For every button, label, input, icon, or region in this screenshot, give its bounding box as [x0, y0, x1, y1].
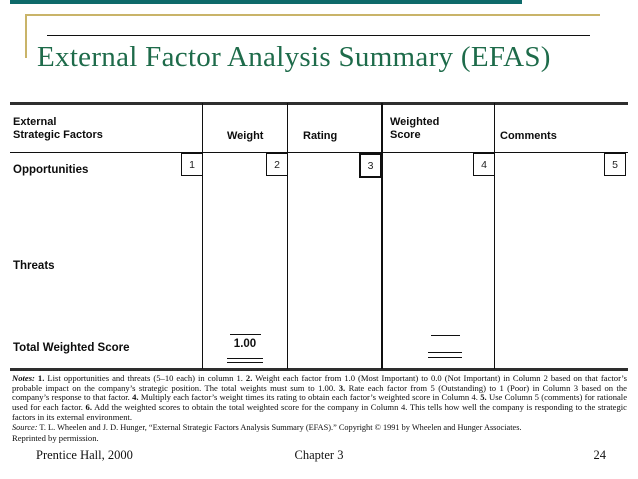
column-header-rating: Rating: [303, 130, 338, 142]
column-header-comments: Comments: [500, 130, 557, 142]
weight-total-underline-1: [227, 358, 263, 359]
column-number-box-2: 2: [266, 153, 288, 176]
footer-chapter: Chapter 3: [294, 448, 344, 462]
column-number-box-3: 3: [359, 153, 382, 178]
row-label-threats: Threats: [13, 260, 55, 272]
weighted-score-total-underline-1: [428, 352, 462, 353]
table-top-rule: [10, 102, 628, 105]
column-header-external-strategic-factors: External Strategic Factors: [13, 116, 103, 141]
title-overline-rule: [47, 35, 590, 36]
row-label-opportunities: Opportunities: [13, 164, 89, 176]
footer-page-number: 24: [593, 448, 607, 462]
footer-publisher: Prentice Hall, 2000: [36, 448, 133, 462]
column-divider-4: [494, 103, 495, 369]
weight-total-overline: [230, 334, 261, 335]
table-bottom-rule: [10, 368, 628, 371]
slide-title: External Factor Analysis Summary (EFAS): [37, 41, 551, 73]
row-label-total-weighted-score: Total Weighted Score: [13, 342, 130, 354]
column-divider-3: [381, 103, 383, 369]
weight-total-underline-2: [227, 362, 263, 363]
column-number-box-1: 1: [181, 153, 203, 176]
weighted-score-total-overline: [431, 335, 460, 336]
efas-table: External Strategic Factors Weight Rating…: [10, 103, 628, 369]
column-divider-1: [202, 103, 203, 369]
gold-accent-line-horizontal: [25, 14, 600, 16]
header-underline-rule: [10, 152, 628, 153]
source-citation-line: Source: T. L. Wheelen and J. D. Hunger, …: [12, 423, 522, 432]
reprinted-by-permission-line: Reprinted by permission.: [12, 433, 99, 443]
teal-top-bar: [10, 0, 522, 4]
column-header-weighted-score: Weighted Score: [390, 116, 440, 141]
column-number-box-4: 4: [473, 153, 495, 176]
weighted-score-total-underline-2: [428, 357, 462, 358]
gold-accent-line-vertical: [25, 14, 27, 58]
column-number-box-5: 5: [604, 153, 626, 176]
notes-paragraph: Notes: 1. List opportunities and threats…: [12, 373, 628, 422]
column-header-weight: Weight: [227, 130, 264, 142]
column-divider-2: [287, 103, 288, 369]
weight-total-value: 1.00: [233, 338, 257, 350]
